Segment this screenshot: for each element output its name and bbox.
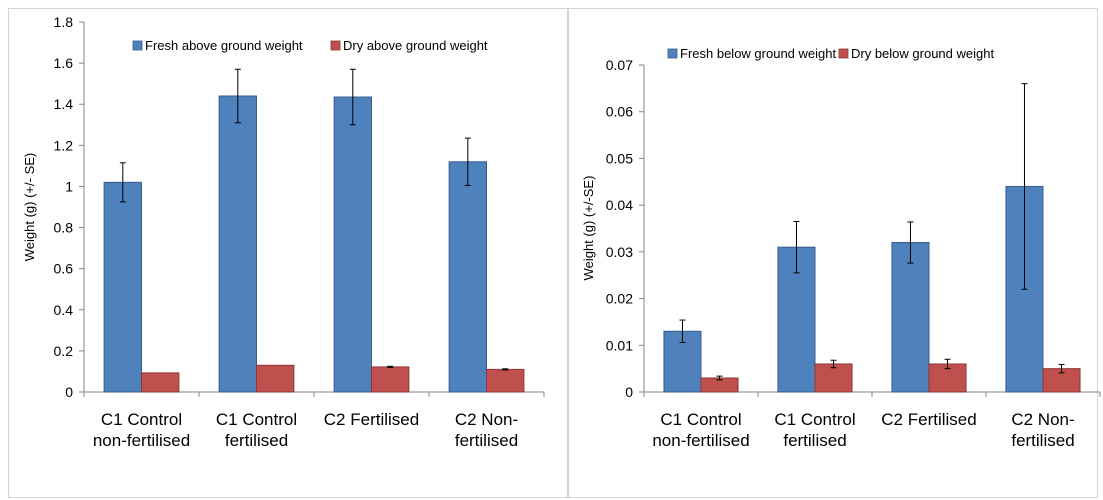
legend-swatch: [667, 48, 678, 59]
bar-fresh: [448, 161, 487, 393]
y-tick-label: 0.04: [606, 197, 633, 213]
chart-panel-1: 0 0.2 0.4 0.6 0.8 1 1.2 1.4 1.6 1.8 C1 Control non-…: [22, 14, 545, 450]
legend-label: Fresh above ground weight: [145, 38, 303, 53]
bar-dry: [371, 366, 410, 393]
y-tick-label: 0.05: [606, 150, 633, 166]
y-tick-label: 0.02: [606, 291, 633, 307]
legend-label: Fresh below ground weight: [680, 46, 836, 61]
y-tick-label: 0.01: [606, 337, 633, 353]
legend-label: Dry above ground weight: [343, 38, 488, 53]
y-axis-title: Weight (g) (+/- SE): [22, 153, 37, 261]
x-category-label: C2 Fertilised: [881, 410, 976, 429]
x-category-label: non-fertilised: [93, 431, 190, 450]
y-tick-label: 0.4: [54, 302, 74, 318]
x-category-label: non-fertilised: [652, 431, 749, 450]
x-category-label: C1 Control: [101, 410, 182, 429]
x-category-label: fertilised: [1011, 431, 1074, 450]
y-tick-label: 0: [625, 384, 633, 400]
x-category-label: C1 Control: [660, 410, 741, 429]
y-tick-label: 1: [65, 178, 73, 194]
y-tick-label: 0: [65, 384, 73, 400]
x-category-label: fertilised: [225, 431, 288, 450]
y-tick-label: 0.8: [54, 220, 74, 236]
legend-swatch: [132, 40, 143, 51]
y-tick-label: 0.06: [606, 104, 633, 120]
bar-fresh: [218, 95, 257, 393]
y-tick-label: 0.2: [54, 343, 74, 359]
y-tick-label: 1.4: [54, 96, 74, 112]
bar-fresh: [891, 242, 930, 393]
x-category-label: C2 Fertilised: [324, 410, 419, 429]
chart-panel-2: 0 0.01 0.02 0.03 0.04 0.05 0.06 0.07 C1 Control n…: [581, 46, 1101, 450]
legend-swatch: [330, 40, 341, 51]
y-tick-label: 1.2: [54, 137, 74, 153]
y-tick-label: 1.8: [54, 14, 74, 30]
x-category-label: fertilised: [455, 431, 518, 450]
bar-fresh: [333, 96, 372, 393]
bar-dry: [256, 364, 295, 393]
y-tick-label: 0.07: [606, 57, 633, 73]
bar-dry: [486, 368, 525, 393]
bar-fresh: [103, 181, 142, 393]
panel-frame-right: [568, 8, 1098, 498]
y-tick-label: 0.6: [54, 261, 74, 277]
y-tick-label: 1.6: [54, 55, 74, 71]
y-axis-title: Weight (g) (+/-SE): [581, 176, 596, 281]
legend-label: Dry below ground weight: [851, 46, 994, 61]
x-category-label: C1 Control: [216, 410, 297, 429]
y-tick-label: 0.03: [606, 244, 633, 260]
x-category-label: C2 Non-: [1011, 410, 1074, 429]
bar-dry: [141, 372, 180, 393]
x-category-label: C1 Control: [774, 410, 855, 429]
x-category-label: fertilised: [783, 431, 846, 450]
legend-swatch: [838, 48, 849, 59]
x-category-label: C2 Non-: [455, 410, 518, 429]
panel-frame-left: [8, 8, 568, 498]
